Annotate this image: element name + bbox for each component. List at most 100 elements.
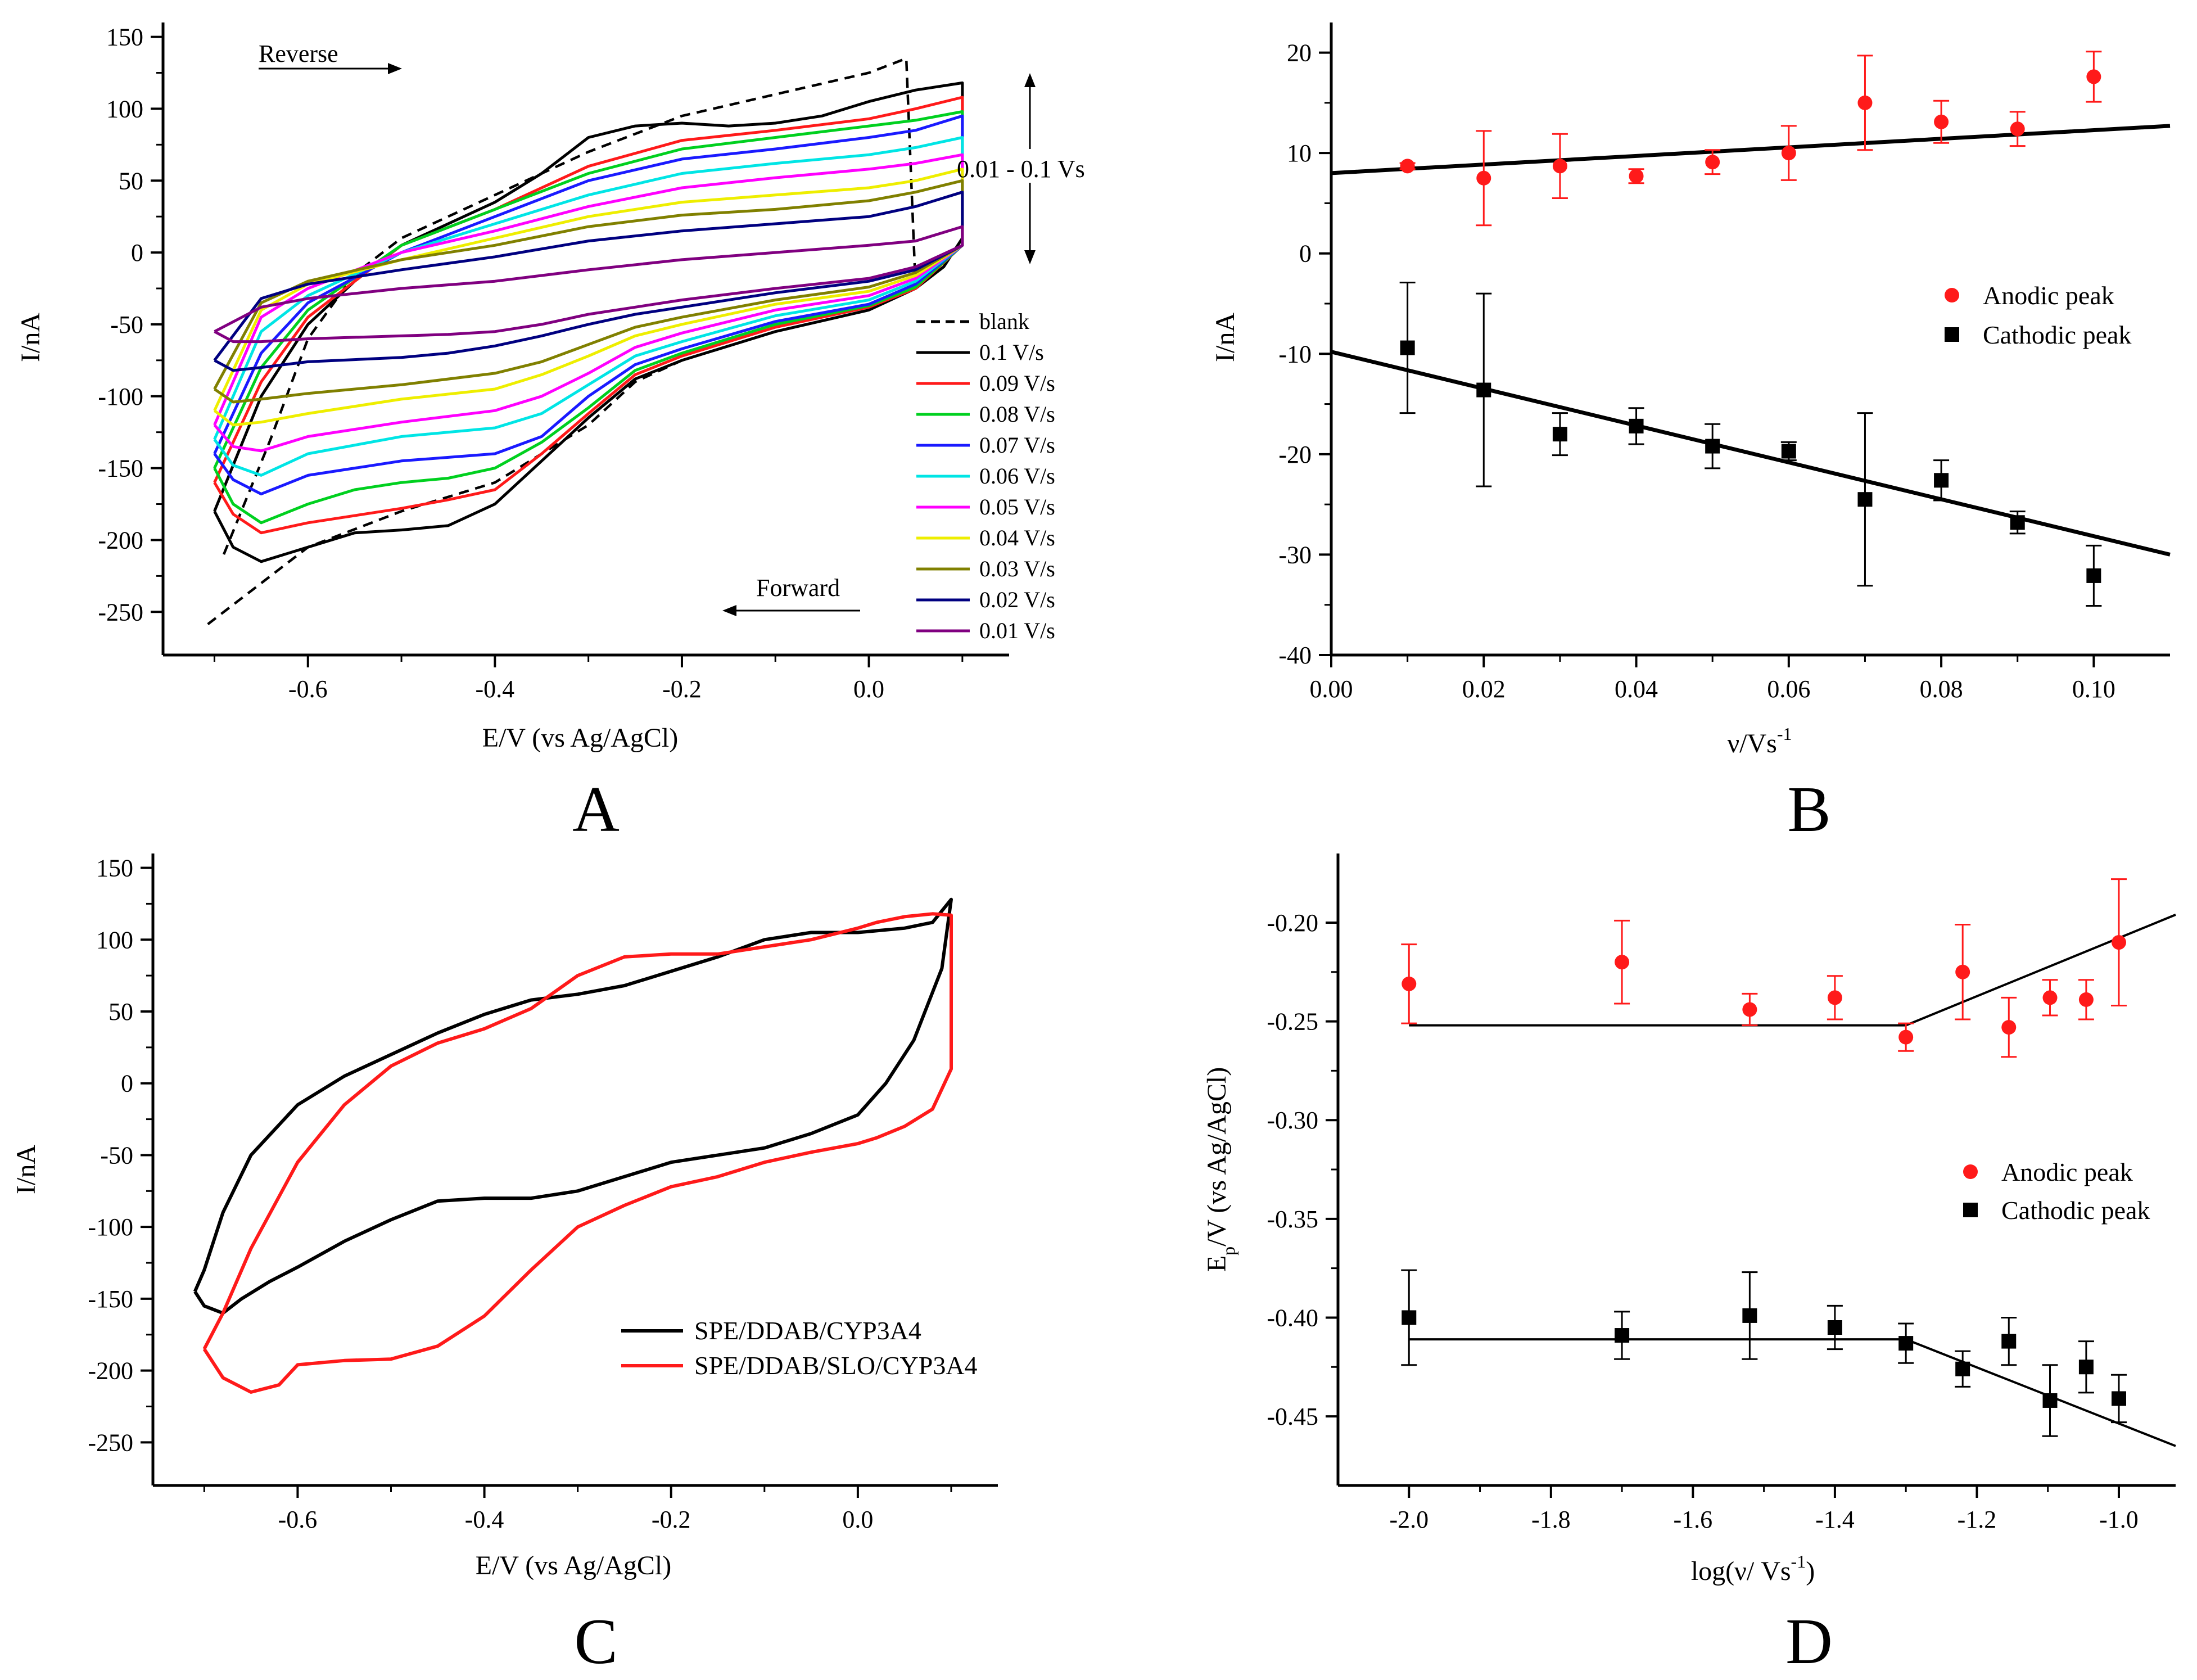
panel-b-cathodic-point xyxy=(2010,515,2025,530)
panel-b-y-tick-label: 10 xyxy=(1287,139,1312,167)
panel-d-fit-line-1 xyxy=(1409,1338,2176,1447)
panel-b-legend-marker-0 xyxy=(1945,288,1959,302)
panel-b-x-label-main: ν/Vs xyxy=(1727,729,1776,758)
panel-c-legend: SPE/DDAB/CYP3A4 SPE/DDAB/SLO/CYP3A4 xyxy=(621,1316,978,1380)
panel-d-anodic-point xyxy=(1402,976,1417,991)
panel-d-cathodic-point xyxy=(2078,1360,2094,1375)
panel-c-x-tick-label: -0.2 xyxy=(652,1506,691,1533)
panel-b-legend: Anodic peak Cathodic peak xyxy=(1945,281,2131,349)
panel-c-y-tick-label: -200 xyxy=(88,1357,133,1385)
panel-d-y-tick-label: -0.25 xyxy=(1267,1008,1318,1036)
panel-b-anodic-point xyxy=(1857,95,1873,110)
panel-a-y-tick-label: -250 xyxy=(98,598,143,626)
panel-a-y-tick-label: 50 xyxy=(119,167,143,195)
scan-range-annotation: 0.01 - 0.1 Vs xyxy=(957,155,1085,183)
panel-b-anodic-point xyxy=(2010,121,2025,137)
panel-c-series-0 xyxy=(193,897,953,1315)
panel-d-anodic-point xyxy=(2078,992,2094,1007)
panel-b-legend-label-1: Cathodic peak xyxy=(1983,320,2131,349)
panel-d-x-label-end: ) xyxy=(1806,1556,1815,1586)
panel-a-legend-label-5: 0.06 V/s xyxy=(979,463,1055,489)
panel-d-y-label: Ep/V (vs Ag/AgCl) xyxy=(1202,1067,1238,1272)
panel-d-cathodic-point xyxy=(1742,1308,1757,1323)
panel-d-anodic-point xyxy=(2111,935,2126,950)
panel-b-anodic-point xyxy=(1552,159,1567,174)
panel-b-anodic-point xyxy=(2086,69,2101,84)
panel-a-legend-label-6: 0.05 V/s xyxy=(979,494,1055,520)
panel-d-legend-label-0: Anodic peak xyxy=(2001,1158,2133,1186)
panel-d-y-label-sub: p xyxy=(1218,1247,1238,1256)
panel-b-cathodic-point xyxy=(1934,473,1949,488)
panel-c-series-1 xyxy=(202,912,953,1394)
panel-c-y-label: I/nA xyxy=(11,1145,41,1194)
panel-b-cathodic-point xyxy=(1781,444,1796,459)
panel-b-cathodic-point xyxy=(1857,492,1873,507)
panel-b-y-tick-label: -10 xyxy=(1278,340,1312,368)
panel-d-y-label-rest: /V (vs Ag/AgCl) xyxy=(1202,1067,1232,1247)
panel-d-cathodic-point xyxy=(2001,1334,2017,1349)
panel-a-legend-label-0: blank xyxy=(979,309,1029,334)
panel-d-cathodic-point xyxy=(1827,1320,1842,1335)
panel-a-y-tick-label: 0 xyxy=(131,239,143,267)
panel-c-y-tick-label: -150 xyxy=(88,1285,133,1313)
panel-b-x-label: ν/Vs-1 xyxy=(1727,724,1792,758)
panel-d-anodic-point xyxy=(1742,1002,1757,1017)
panel-a-chart: -0.6 -0.4 -0.2 0.0 150 100 50 0 -50 -100 -150 -200 -… xyxy=(16,22,1085,753)
panel-b-cathodic-point xyxy=(1552,427,1567,442)
panel-a-series-1 xyxy=(213,81,964,563)
panel-a-legend-label-1: 0.1 V/s xyxy=(979,340,1044,365)
panel-d-plot xyxy=(1401,878,2176,1447)
panel-a-curves xyxy=(204,57,964,627)
forward-annotation: Forward xyxy=(756,574,840,602)
panel-d-anodic-point xyxy=(1955,964,1970,979)
panel-b-letter: B xyxy=(1787,774,1830,846)
panel-c-y-tick-label: 0 xyxy=(121,1070,133,1098)
panel-d-legend-label-1: Cathodic peak xyxy=(2001,1196,2150,1225)
panel-d-fit-line-0 xyxy=(1409,914,2176,1027)
panel-b-x-tick-label: 0.04 xyxy=(1615,675,1658,703)
panel-d-chart: -2.0 -1.8 -1.6 -1.4 -1.2 -1.0 -0.20 -0.25 -0.30 -… xyxy=(1202,853,2176,1586)
panel-b-plot xyxy=(1331,51,2171,607)
panel-a-series-8 xyxy=(213,179,964,404)
panel-a-series-5 xyxy=(213,136,964,477)
panel-b-x-tick-label: 0.06 xyxy=(1767,675,1810,703)
panel-a-y-tick-label: 150 xyxy=(106,24,143,51)
panel-d-x-tick-label: -2.0 xyxy=(1389,1506,1428,1533)
panel-d-y-label-main: E xyxy=(1202,1256,1232,1272)
panel-b-anodic-point xyxy=(1781,146,1796,161)
panel-d-anodic-point xyxy=(1898,1029,1914,1045)
panel-c-x-label: E/V (vs Ag/AgCl) xyxy=(476,1551,671,1580)
panel-c-y-tick-label: 150 xyxy=(96,855,133,882)
panel-d-x-tick-label: -1.4 xyxy=(1815,1506,1855,1533)
panel-d-letter: D xyxy=(1785,1606,1833,1678)
panel-a-y-tick-label: -200 xyxy=(98,526,143,554)
panel-b-y-tick-label: 0 xyxy=(1299,240,1312,268)
panel-a-legend-label-2: 0.09 V/s xyxy=(979,371,1055,396)
panel-b-chart: 0.00 0.02 0.04 0.06 0.08 0.10 20 10 0 -10 -20 -30 -4… xyxy=(1210,22,2171,758)
panel-b-anodic-point xyxy=(1705,155,1720,170)
panel-c-x-tick-label: -0.6 xyxy=(278,1506,318,1533)
panel-a-y-label: I/nA xyxy=(16,313,46,362)
panel-b-fit-line-0 xyxy=(1331,124,2171,175)
panel-d-anodic-point xyxy=(2042,990,2058,1005)
panel-b-y-tick-label: -40 xyxy=(1278,642,1312,669)
panel-a-series-9 xyxy=(213,191,964,372)
panel-d-cathodic-point xyxy=(2111,1391,2126,1406)
panel-a-y-tick-label: 100 xyxy=(106,95,143,123)
panel-b-cathodic-point xyxy=(1629,418,1644,433)
panel-a-ticks: -0.6 -0.4 -0.2 0.0 150 100 50 0 -50 -100 -150 -200 -… xyxy=(98,24,964,703)
panel-b-cathodic-point xyxy=(1476,382,1491,398)
panel-d-x-label-sup: -1 xyxy=(1791,1551,1806,1571)
panel-d-y-tick-label: -0.40 xyxy=(1267,1304,1318,1331)
panel-a-legend-label-9: 0.02 V/s xyxy=(979,587,1055,612)
panel-b-x-label-sup: -1 xyxy=(1777,724,1792,744)
panel-b-y-label: I/nA xyxy=(1210,313,1240,362)
panel-a-legend-label-10: 0.01 V/s xyxy=(979,618,1055,643)
forward-arrowhead xyxy=(722,605,736,616)
panel-d-x-label: log(ν/ Vs-1) xyxy=(1691,1551,1815,1586)
panel-b-anodic-point xyxy=(1629,169,1644,184)
panel-a-series-6 xyxy=(213,153,964,453)
panel-a-x-tick-label: 0.0 xyxy=(853,675,884,703)
panel-b-cathodic-point xyxy=(2086,568,2101,583)
